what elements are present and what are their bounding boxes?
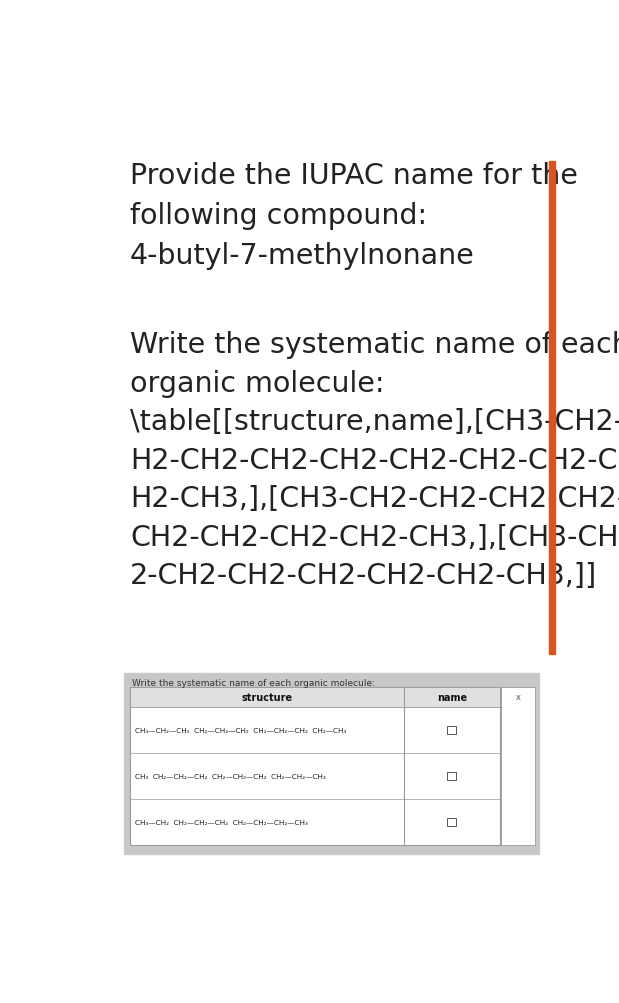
Text: CH₃  CH₂—CH₂—CH₂  CH₂—CH₂—CH₂  CH₂—CH₂—CH₃: CH₃ CH₂—CH₂—CH₂ CH₂—CH₂—CH₂ CH₂—CH₂—CH₃	[135, 773, 326, 779]
Bar	[548, 161, 555, 654]
Text: name: name	[436, 692, 467, 702]
Text: CH₃—CH₂  CH₂—CH₂—CH₂  CH₂—CH₂—CH₂—CH₃: CH₃—CH₂ CH₂—CH₂—CH₂ CH₂—CH₂—CH₂—CH₃	[135, 819, 308, 825]
Text: Write the systematic name of each organic molecule:: Write the systematic name of each organi…	[132, 679, 374, 688]
Text: 2-CH2-CH2-CH2-CH2-CH2-CH3,]]: 2-CH2-CH2-CH2-CH2-CH2-CH3,]]	[130, 562, 597, 590]
Text: 4-butyl-7-methylnonane: 4-butyl-7-methylnonane	[130, 242, 475, 270]
Bar	[124, 673, 539, 855]
Bar	[448, 817, 456, 826]
Text: H2-CH2-CH2-CH2-CH2-CH2-CH2-C: H2-CH2-CH2-CH2-CH2-CH2-CH2-C	[130, 446, 617, 474]
Text: organic molecule:: organic molecule:	[130, 369, 384, 397]
Text: CH2-CH2-CH2-CH2-CH3,],[CH3-CH: CH2-CH2-CH2-CH2-CH3,],[CH3-CH	[130, 524, 618, 552]
Text: Write the systematic name of each: Write the systematic name of each	[130, 331, 619, 359]
Bar	[130, 687, 500, 845]
Bar	[501, 687, 535, 845]
Text: x: x	[516, 693, 521, 702]
Bar	[130, 687, 500, 707]
Text: \table[[structure,name],[CH3-CH2-C: \table[[structure,name],[CH3-CH2-C	[130, 408, 619, 436]
Text: structure: structure	[241, 692, 292, 702]
Text: following compound:: following compound:	[130, 202, 427, 230]
Text: H2-CH3,],[CH3-CH2-CH2-CH2-CH2-: H2-CH3,],[CH3-CH2-CH2-CH2-CH2-	[130, 485, 619, 513]
Text: Provide the IUPAC name for the: Provide the IUPAC name for the	[130, 161, 578, 190]
Text: CH₃—CH₂—CH₂  CH₂—CH₂—CH₂  CH₂—CH₂—CH₂  CH₂—CH₃: CH₃—CH₂—CH₂ CH₂—CH₂—CH₂ CH₂—CH₂—CH₂ CH₂—…	[135, 727, 346, 733]
Bar	[448, 726, 456, 734]
Bar	[448, 772, 456, 780]
